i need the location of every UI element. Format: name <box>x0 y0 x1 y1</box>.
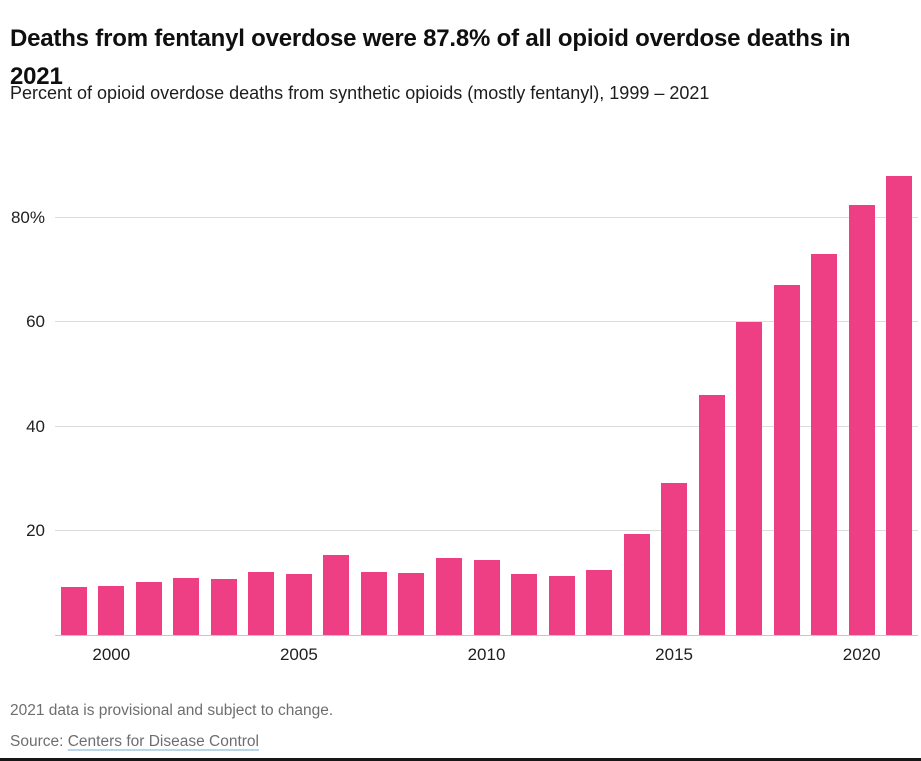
bar-2006 <box>323 554 350 635</box>
chart-title: Deaths from fentanyl overdose were 87.8%… <box>10 25 851 91</box>
x-tick-label-2005: 2005 <box>279 645 318 664</box>
bar-2008 <box>398 573 425 635</box>
chart-subtitle: Percent of opioid overdose deaths from s… <box>10 83 710 103</box>
bar-2012 <box>548 575 575 635</box>
bar-2013 <box>586 570 613 635</box>
bar-2001 <box>135 582 162 635</box>
bar-2020 <box>848 204 875 635</box>
bar-2005 <box>285 573 312 635</box>
bar-2016 <box>698 394 725 635</box>
gridline-60 <box>55 321 918 323</box>
bar-2000 <box>98 586 125 635</box>
source-prefix: Source: <box>10 733 68 750</box>
bar-2015 <box>661 483 688 635</box>
bar-2009 <box>435 558 462 635</box>
y-tick-label-20: 20 <box>26 521 45 541</box>
source-link[interactable]: Centers for Disease Control <box>67 733 259 750</box>
bar-2014 <box>623 533 650 635</box>
x-axis: 2000 2005 2010 2015 2020 <box>55 645 918 669</box>
bar-2010 <box>473 560 500 635</box>
x-tick-label-2010: 2010 <box>467 645 506 664</box>
y-tick-label-60: 60 <box>26 312 45 332</box>
bar-2018 <box>773 284 800 635</box>
footnote: 2021 data is provisional and subject to … <box>10 702 334 719</box>
bar-2019 <box>811 253 838 635</box>
x-axis-line <box>55 635 918 636</box>
x-tick-label-2015: 2015 <box>655 645 694 664</box>
bar-2007 <box>360 572 387 635</box>
bar-2017 <box>736 322 763 635</box>
source-line: Source: Centers for Disease Control <box>10 733 259 751</box>
plot-area <box>55 155 918 636</box>
y-tick-label-40: 40 <box>26 416 45 436</box>
bar-2021 <box>886 175 913 635</box>
y-axis: 20 40 60 80% <box>0 155 45 636</box>
bar-1999 <box>60 587 87 635</box>
x-tick-label-2020: 2020 <box>842 645 881 664</box>
x-tick-label-2000: 2000 <box>92 645 131 664</box>
gridline-20 <box>55 530 918 532</box>
bar-2002 <box>173 578 200 635</box>
bar-2003 <box>210 578 237 635</box>
bar-2011 <box>511 573 538 635</box>
bar-2004 <box>248 571 275 635</box>
gridline-40 <box>55 425 918 427</box>
bottom-divider <box>0 758 921 761</box>
y-tick-label-80: 80% <box>10 207 45 227</box>
gridline-80 <box>55 216 918 218</box>
